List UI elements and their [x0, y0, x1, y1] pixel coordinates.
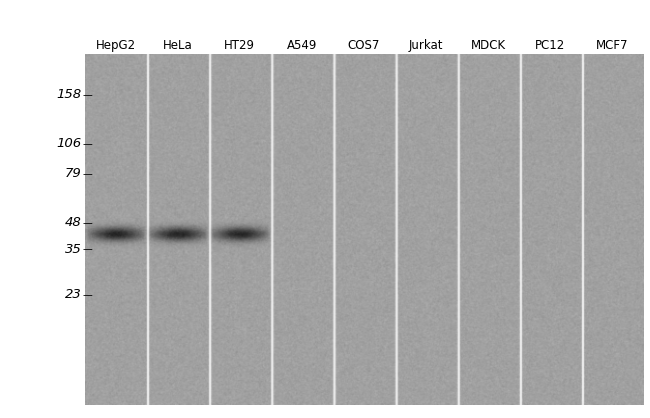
Text: HepG2: HepG2 [96, 39, 136, 52]
Text: —: — [83, 244, 92, 254]
Text: MDCK: MDCK [471, 39, 506, 52]
Text: Jurkat: Jurkat [409, 39, 443, 52]
Text: —: — [83, 169, 92, 179]
Text: 35: 35 [64, 243, 81, 256]
Text: 106: 106 [56, 138, 81, 150]
Text: HeLa: HeLa [162, 39, 192, 52]
Text: —: — [83, 90, 92, 100]
Text: A549: A549 [287, 39, 317, 52]
Text: —: — [83, 290, 92, 300]
Text: 158: 158 [56, 88, 81, 101]
Text: 48: 48 [64, 217, 81, 229]
Text: —: — [83, 218, 92, 228]
Text: —: — [83, 139, 92, 149]
Text: MCF7: MCF7 [596, 39, 629, 52]
Text: 79: 79 [64, 167, 81, 180]
Text: COS7: COS7 [348, 39, 380, 52]
Text: 23: 23 [64, 288, 81, 301]
Text: HT29: HT29 [224, 39, 255, 52]
Text: PC12: PC12 [535, 39, 566, 52]
